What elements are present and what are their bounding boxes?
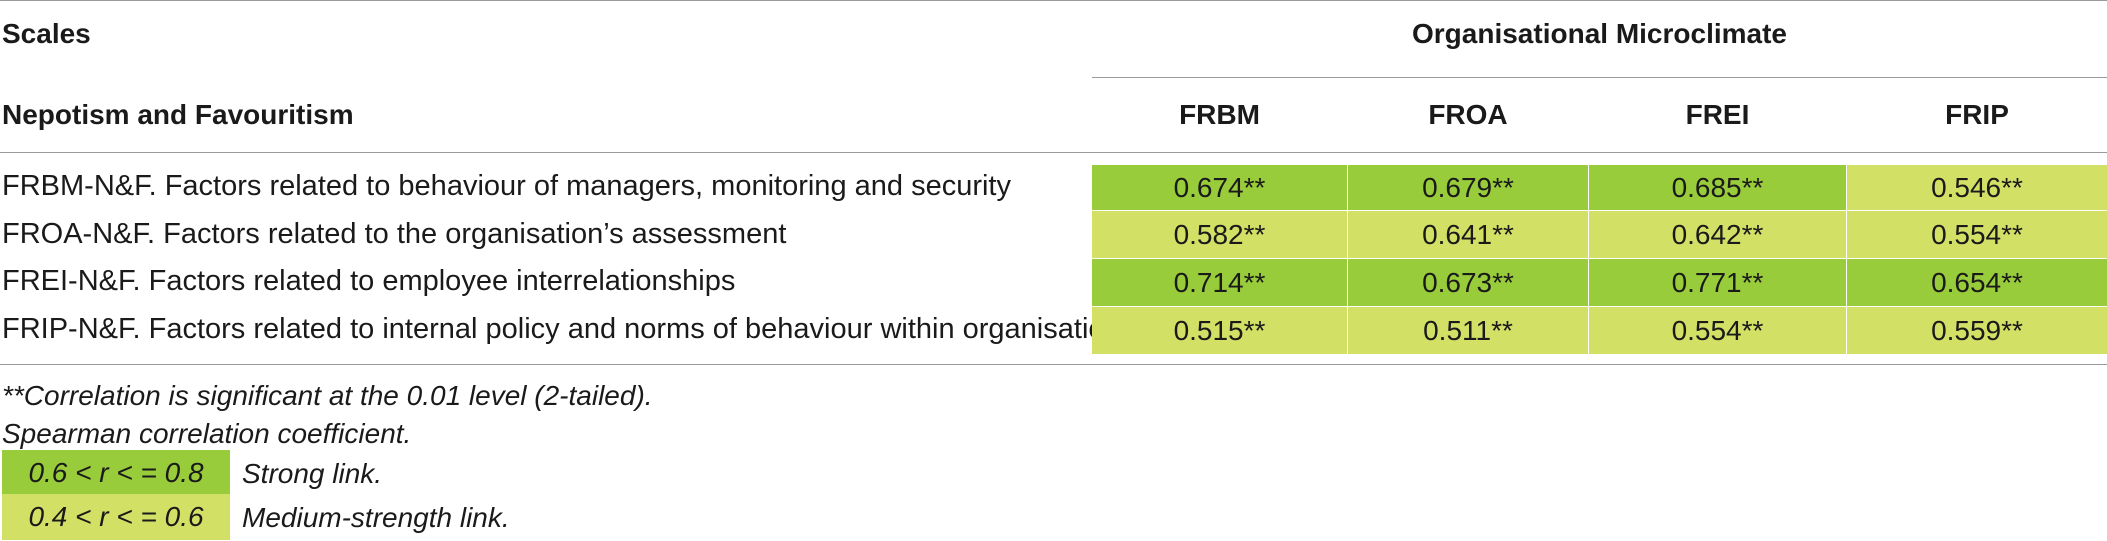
table-cell: 0.771** bbox=[1589, 259, 1846, 306]
table-cell: 0.674** bbox=[1092, 165, 1347, 210]
row-header: Nepotism and Favouritism bbox=[2, 99, 354, 130]
col-header-frip: FRIP bbox=[1945, 99, 2009, 130]
table-cell: 0.582** bbox=[1092, 211, 1347, 258]
legend-label-medium: Medium-strength link. bbox=[242, 502, 510, 533]
significance-footnote: **Correlation is significant at the 0.01… bbox=[2, 380, 653, 411]
table-cell: 0.554** bbox=[1589, 307, 1846, 354]
table-cell: 0.673** bbox=[1348, 259, 1588, 306]
method-footnote: Spearman correlation coefficient. bbox=[2, 418, 412, 449]
table-bottom-rule bbox=[0, 364, 2107, 365]
table-cell: 0.515** bbox=[1092, 307, 1347, 354]
table-cell: 0.641** bbox=[1348, 211, 1588, 258]
scales-header: Scales bbox=[2, 18, 91, 49]
table-cell: 0.642** bbox=[1589, 211, 1846, 258]
row-label: FREI-N&F. Factors related to employee in… bbox=[2, 265, 736, 297]
row-label: FROA-N&F. Factors related to the organis… bbox=[2, 218, 787, 250]
table-cell: 0.559** bbox=[1847, 307, 2107, 354]
col-header-frbm: FRBM bbox=[1179, 99, 1260, 130]
legend-swatch-strong: 0.6 < r < = 0.8 bbox=[2, 450, 230, 496]
table-cell: 0.714** bbox=[1092, 259, 1347, 306]
group-header: Organisational Microclimate bbox=[1412, 18, 1787, 49]
table-cell: 0.654** bbox=[1847, 259, 2107, 306]
table-cell: 0.679** bbox=[1348, 165, 1588, 210]
top-rule bbox=[0, 0, 2107, 1]
table-cell: 0.554** bbox=[1847, 211, 2107, 258]
table-cell: 0.511** bbox=[1348, 307, 1588, 354]
group-underline bbox=[1092, 77, 2107, 78]
col-header-froa: FROA bbox=[1428, 99, 1508, 130]
col-header-frei: FREI bbox=[1685, 99, 1750, 130]
row-label: FRIP-N&F. Factors related to internal po… bbox=[2, 313, 1121, 345]
table-cell: 0.546** bbox=[1847, 165, 2107, 210]
table-cell: 0.685** bbox=[1589, 165, 1846, 210]
legend-label-strong: Strong link. bbox=[242, 458, 383, 489]
header-bottom-rule bbox=[0, 152, 2107, 153]
row-label: FRBM-N&F. Factors related to behaviour o… bbox=[2, 170, 1011, 202]
legend-swatch-medium: 0.4 < r < = 0.6 bbox=[2, 494, 230, 540]
